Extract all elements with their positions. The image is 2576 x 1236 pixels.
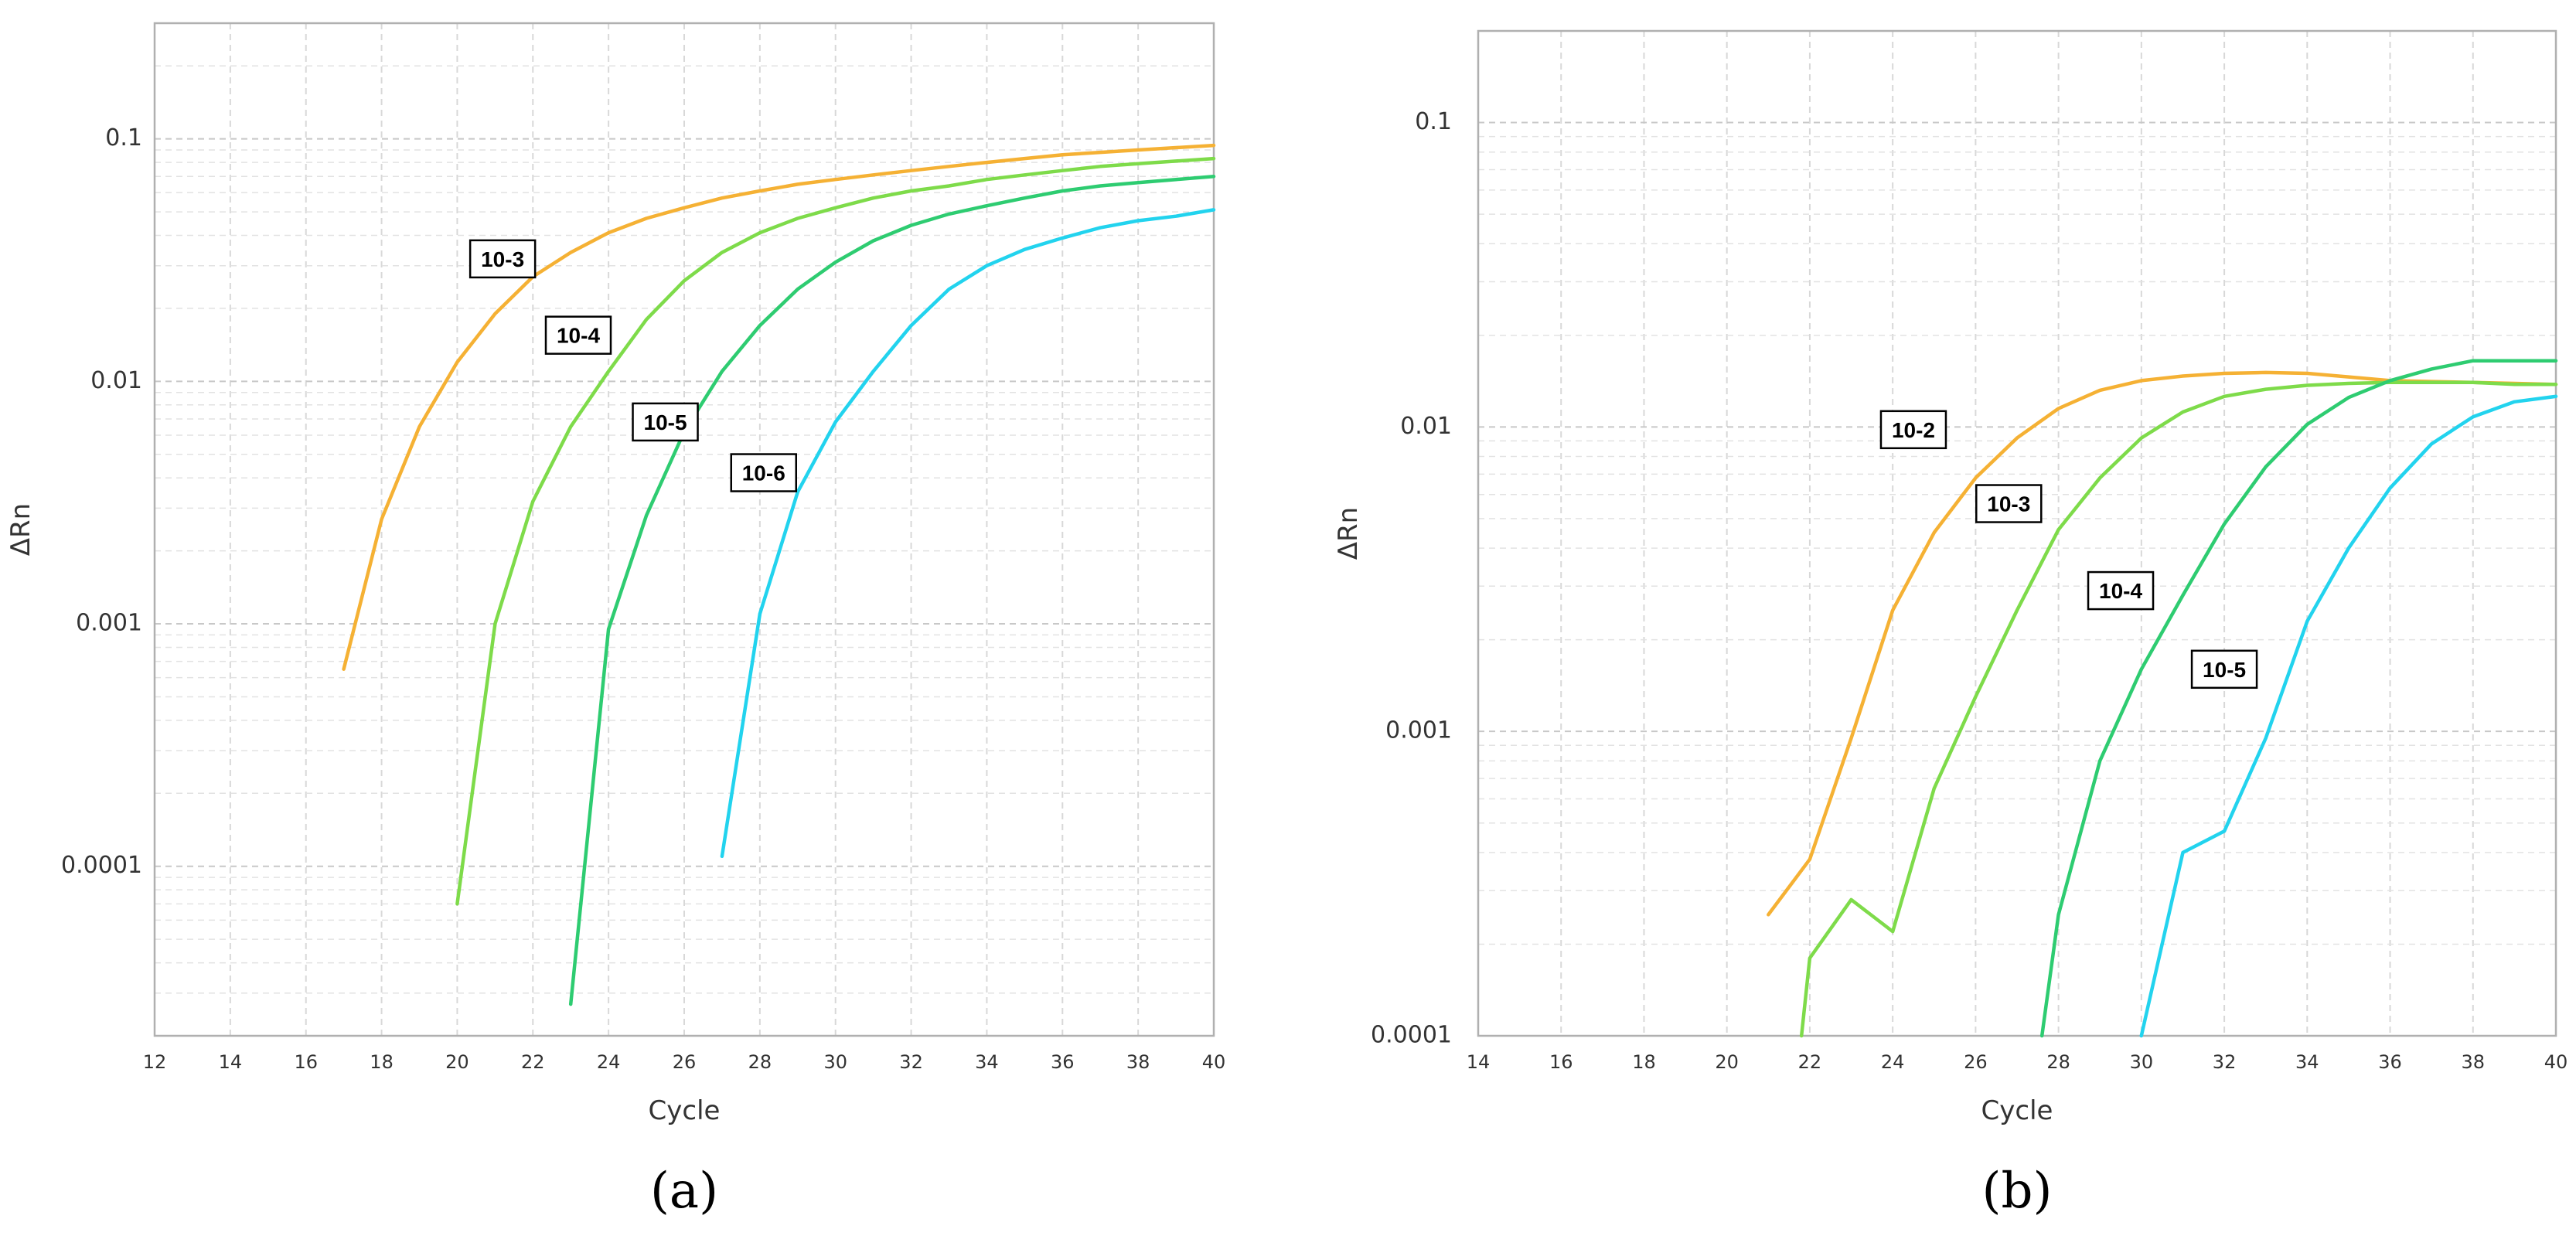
x-tick-label: 14 [1467, 1051, 1491, 1073]
x-tick-label: 20 [1715, 1051, 1739, 1073]
series-label-box [730, 453, 797, 492]
x-axis-title: Cycle [1981, 1095, 2053, 1126]
x-tick-label: 28 [2046, 1051, 2070, 1073]
series-label-box [632, 402, 699, 442]
series-label-text: 10-3 [1987, 492, 2030, 516]
series-line-10-3 [1799, 380, 2558, 1038]
x-tick-label: 40 [2544, 1051, 2568, 1073]
series-line-10-5 [2139, 394, 2558, 1038]
x-tick-label: 36 [2378, 1051, 2402, 1073]
series-label-text: 10-5 [644, 410, 687, 434]
series-label-text: 10-6 [742, 461, 785, 485]
series-label-box [2190, 649, 2258, 690]
x-tick-label: 14 [219, 1051, 243, 1073]
x-tick-label: 36 [1051, 1051, 1075, 1073]
y-tick-label: 0.1 [1415, 108, 1452, 135]
x-tick-label: 16 [294, 1051, 318, 1073]
series-label-text: 10-2 [1892, 418, 1935, 442]
x-tick-label: 38 [2461, 1051, 2485, 1073]
y-tick-label: 0.001 [76, 609, 142, 636]
x-tick-label: 34 [2295, 1051, 2319, 1073]
x-tick-label: 16 [1549, 1051, 1573, 1073]
x-tick-label: 24 [597, 1051, 621, 1073]
panel-label: (a) [650, 1163, 718, 1220]
y-tick-label: 0.01 [90, 367, 142, 394]
x-tick-label: 34 [975, 1051, 999, 1073]
plot-frame [153, 22, 1215, 1037]
series-label-10-6: 10-6 [730, 453, 797, 492]
x-tick-label: 18 [1632, 1051, 1656, 1073]
y-tick-label: 0.001 [1385, 717, 1452, 744]
x-tick-label: 20 [445, 1051, 469, 1073]
y-tick-label: 0.1 [105, 124, 142, 152]
series-label-10-5: 10-5 [2190, 649, 2258, 690]
x-tick-label: 40 [1202, 1051, 1226, 1073]
series-label-10-2: 10-2 [1879, 410, 1947, 450]
series-label-box [1975, 484, 2043, 523]
x-tick-label: 30 [823, 1051, 847, 1073]
series-label-box [544, 315, 612, 355]
series-label-box [1879, 410, 1947, 450]
series-label-text: 10-3 [481, 247, 524, 271]
series-label-10-5: 10-5 [632, 402, 699, 442]
x-tick-label: 32 [899, 1051, 923, 1073]
x-tick-label: 26 [1964, 1051, 1988, 1073]
x-tick-label: 28 [748, 1051, 772, 1073]
series-label-text: 10-4 [2099, 579, 2142, 603]
series-line-10-4 [455, 156, 1216, 906]
y-tick-label: 0.0001 [1371, 1021, 1452, 1048]
x-tick-label: 30 [2130, 1051, 2154, 1073]
x-tick-label: 18 [370, 1051, 394, 1073]
series-label-10-4: 10-4 [2087, 570, 2155, 611]
y-tick-label: 0.0001 [61, 852, 142, 879]
panel-label: (b) [1982, 1163, 2053, 1220]
y-axis-title: ΔRn [5, 503, 36, 556]
series-label-text: 10-4 [557, 324, 600, 348]
series-label-box [469, 239, 537, 279]
series-line-10-4 [2039, 359, 2558, 1038]
series-label-10-3: 10-3 [1975, 484, 2043, 523]
x-tick-label: 22 [1798, 1051, 1822, 1073]
series-label-10-3: 10-3 [469, 239, 537, 279]
series-label-10-4: 10-4 [544, 315, 612, 355]
x-tick-label: 24 [1881, 1051, 1905, 1073]
chart-panel-a: 12 14 16 18 20 22 24 26 28 30 32 34 36 38 40 0.0001 0.00… [5, 22, 1226, 1220]
series-line-10-3 [342, 143, 1216, 671]
x-tick-label: 12 [143, 1051, 167, 1073]
plot-area [1478, 31, 2556, 1036]
y-axis-title: ΔRn [1333, 507, 1364, 560]
series-line-10-5 [568, 175, 1216, 1006]
x-tick-label: 22 [521, 1051, 545, 1073]
x-axis-title: Cycle [649, 1095, 721, 1126]
series-label-text: 10-5 [2203, 658, 2246, 682]
chart-panel-b: 14 16 18 20 22 24 26 28 30 32 34 36 38 40 0.0001 0.001 0… [1333, 29, 2568, 1220]
plot-frame [1477, 29, 2557, 1037]
x-tick-label: 26 [673, 1051, 697, 1073]
series-line-10-6 [720, 208, 1216, 859]
x-tick-label: 32 [2213, 1051, 2237, 1073]
series-label-box [2087, 570, 2155, 611]
x-tick-label: 38 [1126, 1051, 1150, 1073]
y-tick-label: 0.01 [1400, 413, 1452, 440]
